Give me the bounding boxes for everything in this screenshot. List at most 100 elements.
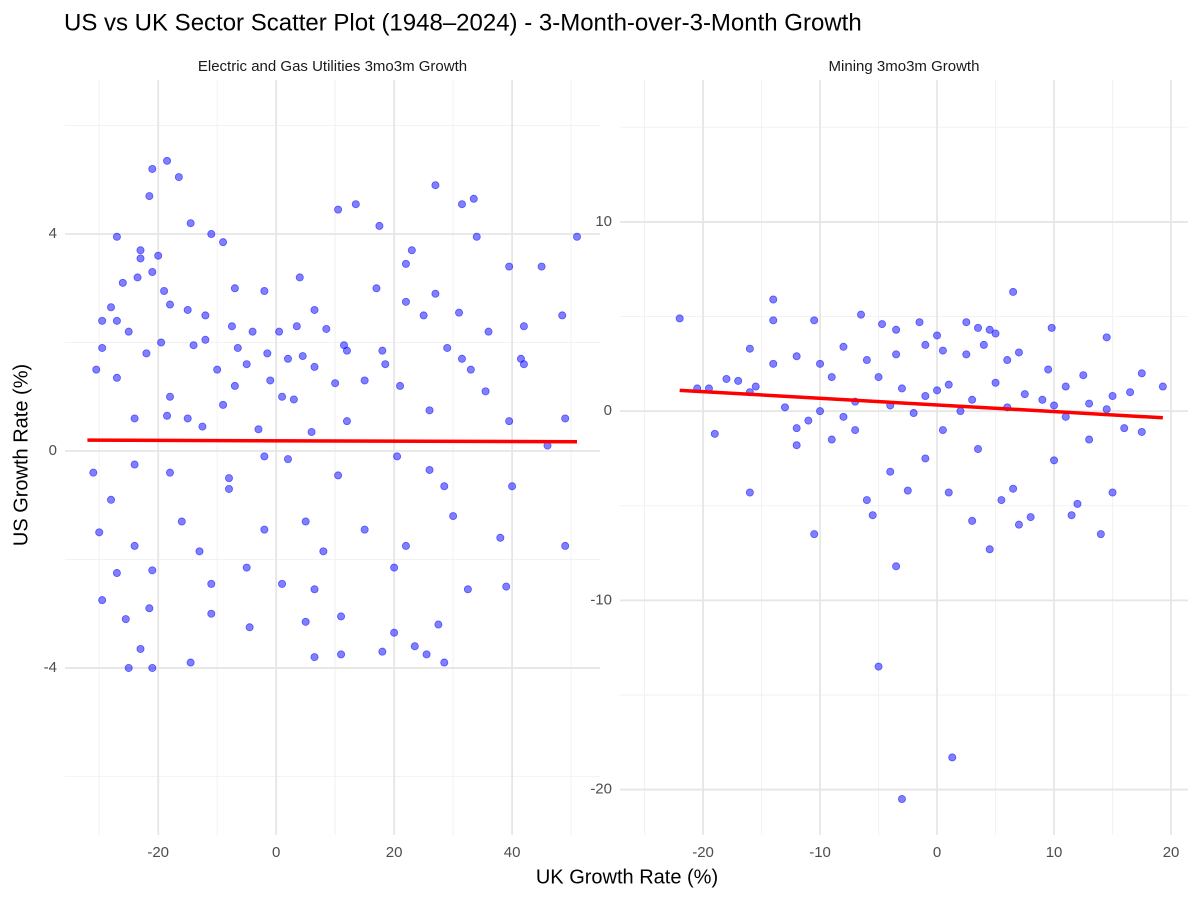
point <box>401 297 410 306</box>
point <box>921 454 930 463</box>
point <box>157 338 166 347</box>
point <box>440 482 449 491</box>
point <box>160 286 169 295</box>
point <box>874 373 883 382</box>
point <box>378 346 387 355</box>
point <box>248 327 257 336</box>
point <box>878 320 887 329</box>
point <box>1108 488 1117 497</box>
y-tick-label: 0 <box>604 402 612 419</box>
point <box>230 381 239 390</box>
point <box>307 428 316 437</box>
point <box>502 582 511 591</box>
point <box>868 511 877 520</box>
point <box>242 563 251 572</box>
point <box>892 562 901 571</box>
x-tick-label: -10 <box>809 844 831 861</box>
point <box>991 378 1000 387</box>
point <box>1061 382 1070 391</box>
point <box>1009 484 1018 493</box>
point <box>792 352 801 361</box>
point <box>260 525 269 534</box>
point <box>1003 356 1012 365</box>
point <box>933 331 942 340</box>
point <box>95 528 104 537</box>
point <box>455 308 464 317</box>
point <box>938 346 947 355</box>
point <box>301 617 310 626</box>
x-tick-label: 0 <box>933 844 941 861</box>
point <box>496 533 505 542</box>
point <box>734 376 743 385</box>
point <box>1126 388 1135 397</box>
point <box>148 663 157 672</box>
point <box>254 425 263 434</box>
point <box>163 411 172 420</box>
point <box>457 200 466 209</box>
point <box>561 541 570 550</box>
point <box>508 482 517 491</box>
point <box>991 329 1000 338</box>
point <box>968 516 977 525</box>
point <box>334 205 343 214</box>
point <box>1038 395 1047 404</box>
point <box>298 352 307 361</box>
point <box>1050 401 1059 410</box>
point <box>862 496 871 505</box>
point <box>519 322 528 331</box>
point <box>1120 424 1129 433</box>
point <box>857 310 866 319</box>
point <box>745 344 754 353</box>
point <box>322 324 331 333</box>
point <box>89 468 98 477</box>
point <box>310 362 319 371</box>
point <box>1009 287 1018 296</box>
point <box>792 424 801 433</box>
point <box>1073 499 1082 508</box>
point <box>401 541 410 550</box>
point <box>558 311 567 320</box>
point <box>769 359 778 368</box>
point <box>174 173 183 182</box>
trend-line <box>87 438 578 444</box>
point <box>1102 333 1111 342</box>
point <box>130 541 139 550</box>
point <box>183 305 192 314</box>
point <box>372 284 381 293</box>
point <box>745 488 754 497</box>
point <box>98 343 107 352</box>
point <box>319 547 328 556</box>
point <box>198 422 207 431</box>
point <box>112 232 121 241</box>
point <box>1137 427 1146 436</box>
point <box>142 349 151 358</box>
point <box>769 316 778 325</box>
point <box>112 373 121 382</box>
point <box>407 246 416 255</box>
point <box>121 615 130 624</box>
x-tick-label: 40 <box>504 844 521 861</box>
point <box>283 455 292 464</box>
point <box>769 295 778 304</box>
point <box>390 628 399 637</box>
point <box>401 259 410 268</box>
x-tick-label: -20 <box>692 844 714 861</box>
y-tick-label: -4 <box>44 659 57 676</box>
point <box>1061 412 1070 421</box>
point <box>948 753 957 762</box>
point <box>675 314 684 323</box>
point <box>360 525 369 534</box>
point <box>419 311 428 320</box>
point <box>186 658 195 667</box>
point <box>1067 511 1076 520</box>
point <box>360 376 369 385</box>
point <box>283 354 292 363</box>
point <box>107 303 116 312</box>
point <box>1014 520 1023 529</box>
point <box>186 219 195 228</box>
point <box>331 379 340 388</box>
point <box>183 414 192 423</box>
point <box>839 412 848 421</box>
point <box>310 653 319 662</box>
point <box>851 426 860 435</box>
